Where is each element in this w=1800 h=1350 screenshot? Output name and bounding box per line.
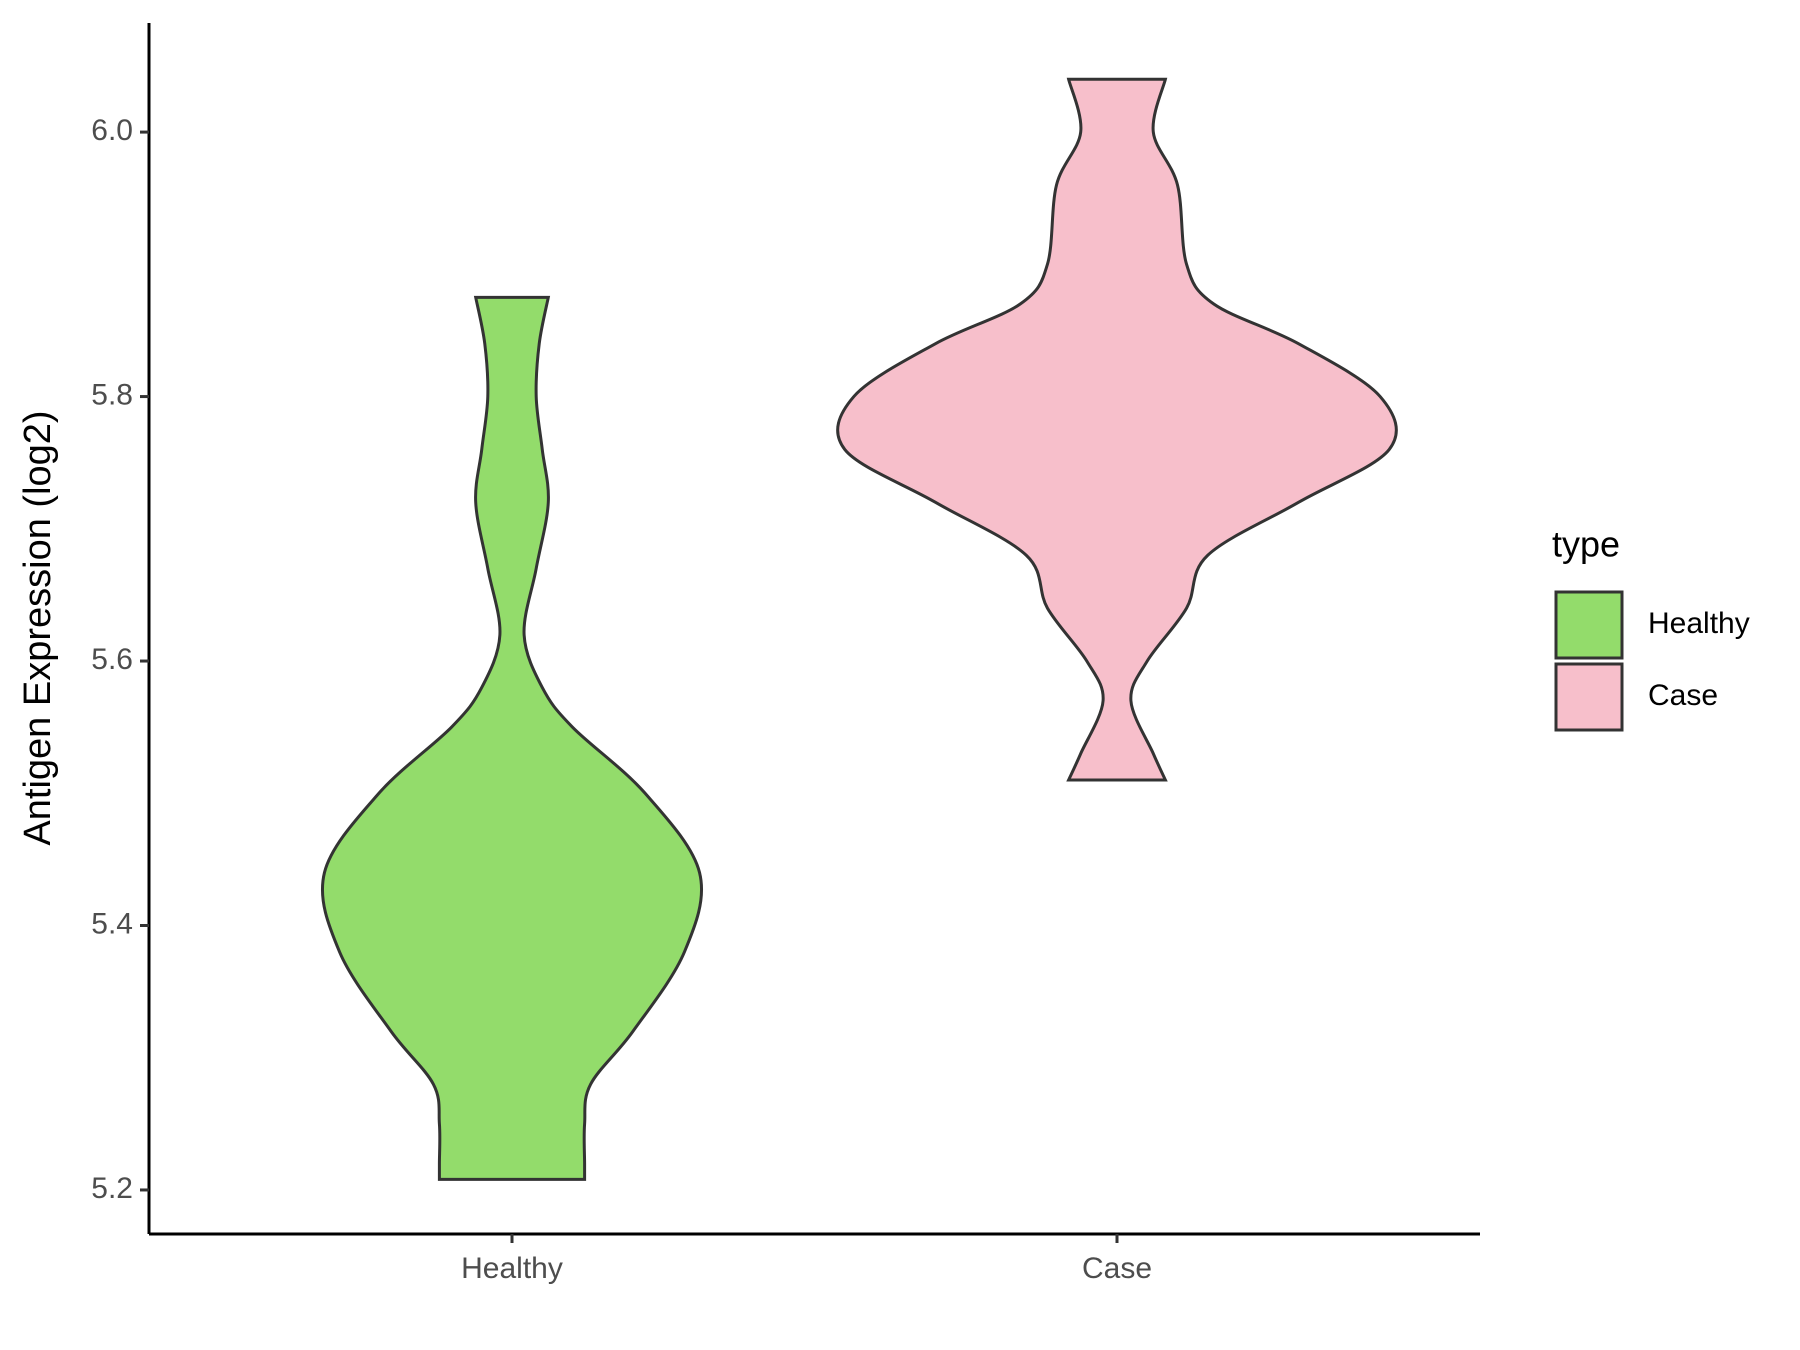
legend-title: type <box>1552 524 1620 565</box>
legend-key <box>1554 590 1624 660</box>
legend-key <box>1554 662 1624 732</box>
y-tick-label: 5.8 <box>91 378 133 411</box>
y-tick-label: 5.2 <box>91 1172 133 1205</box>
x-tick-label: Case <box>1082 1252 1152 1285</box>
y-tick-label: 6.0 <box>91 114 133 147</box>
violin <box>836 77 1398 782</box>
y-tick-label: 5.6 <box>91 643 133 676</box>
violin <box>320 295 704 1181</box>
y-tick-label: 5.4 <box>91 907 133 940</box>
x-tick-label: Healthy <box>461 1252 563 1285</box>
legend-label: Healthy <box>1648 607 1750 640</box>
y-axis-title: Antigen Expression (log2) <box>17 410 59 845</box>
legend-label: Case <box>1648 679 1718 712</box>
